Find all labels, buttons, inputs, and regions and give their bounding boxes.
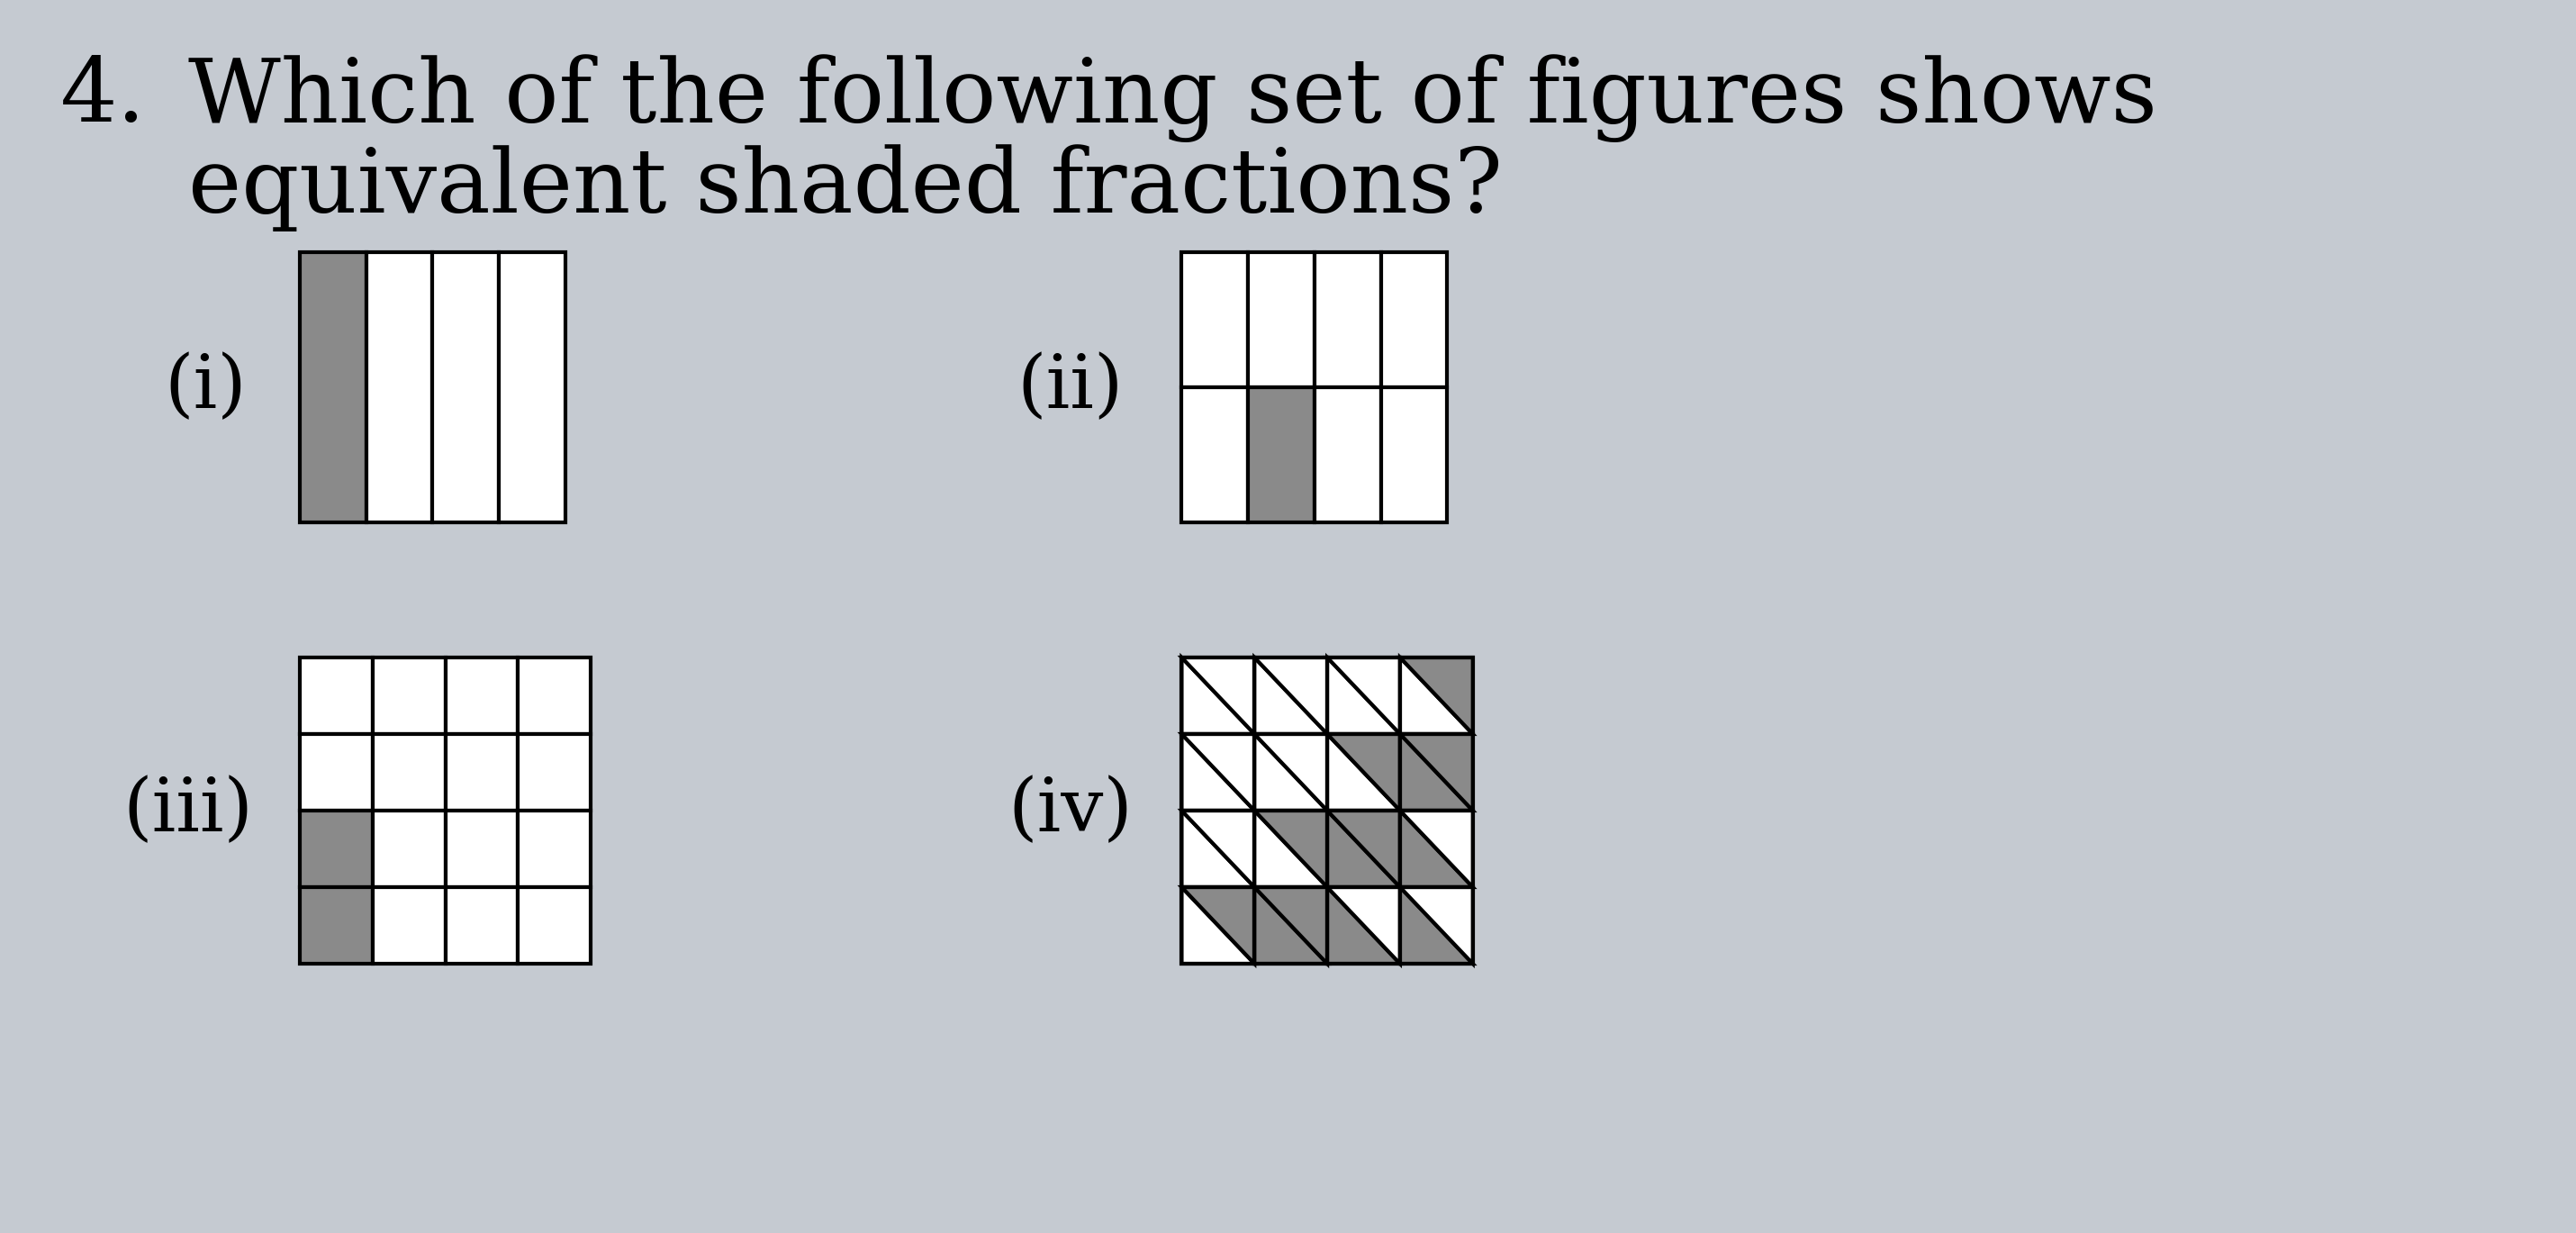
Bar [1327,888,1399,964]
Polygon shape [1255,734,1327,810]
Bar [1327,734,1399,810]
Bar [299,657,374,734]
Polygon shape [1327,888,1399,964]
Polygon shape [1255,810,1327,888]
Bar [374,657,446,734]
Bar [446,657,518,734]
Polygon shape [1255,888,1327,964]
Polygon shape [1327,888,1399,964]
Bar [1182,888,1255,964]
Bar [1247,253,1314,387]
Polygon shape [1182,810,1255,888]
Polygon shape [1182,734,1255,810]
Bar [518,734,590,810]
Polygon shape [1255,888,1327,964]
Bar [446,734,518,810]
Bar [433,253,500,523]
Bar [1255,657,1327,734]
Bar [1399,657,1473,734]
Bar [1381,253,1448,387]
Bar [518,657,590,734]
Text: (iii): (iii) [124,774,252,847]
Polygon shape [1399,888,1473,964]
Polygon shape [1399,810,1473,888]
Bar [299,734,374,810]
Bar [1182,657,1255,734]
Bar [1399,810,1473,888]
Text: (iv): (iv) [1007,774,1133,847]
Polygon shape [1255,734,1327,810]
Bar [1255,888,1327,964]
Text: 4.: 4. [59,54,147,141]
Bar [1381,387,1448,523]
Text: (ii): (ii) [1018,351,1123,423]
Polygon shape [1399,734,1473,810]
Bar [1399,734,1473,810]
Bar [1182,734,1255,810]
Polygon shape [1399,810,1473,888]
Bar [1399,888,1473,964]
Bar [299,253,366,523]
Polygon shape [1399,657,1473,734]
Polygon shape [1182,888,1255,964]
Polygon shape [1327,810,1399,888]
Bar [518,810,590,888]
Bar [1255,734,1327,810]
Polygon shape [1327,657,1399,734]
Bar [446,888,518,964]
Polygon shape [1399,734,1473,810]
Polygon shape [1182,888,1255,964]
Bar [1314,387,1381,523]
Polygon shape [1255,657,1327,734]
Bar [1182,253,1247,387]
Polygon shape [1182,657,1255,734]
Polygon shape [1182,810,1255,888]
Bar [1247,387,1314,523]
Bar [1182,387,1247,523]
Text: Which of the following set of figures shows: Which of the following set of figures sh… [188,54,2159,142]
Bar [446,810,518,888]
Polygon shape [1327,734,1399,810]
Bar [374,734,446,810]
Polygon shape [1399,657,1473,734]
Polygon shape [1182,734,1255,810]
Bar [374,888,446,964]
Bar [366,253,433,523]
Text: (i): (i) [165,351,247,423]
Bar [299,810,374,888]
Bar [299,888,374,964]
Polygon shape [1255,810,1327,888]
Polygon shape [1327,810,1399,888]
Bar [1314,253,1381,387]
Polygon shape [1255,657,1327,734]
Polygon shape [1182,657,1255,734]
Bar [1327,810,1399,888]
Bar [1327,657,1399,734]
Bar [518,888,590,964]
Bar [374,810,446,888]
Text: equivalent shaded fractions?: equivalent shaded fractions? [188,144,1502,232]
Bar [1255,810,1327,888]
Polygon shape [1327,734,1399,810]
Bar [500,253,564,523]
Polygon shape [1327,657,1399,734]
Polygon shape [1399,888,1473,964]
Bar [1182,810,1255,888]
